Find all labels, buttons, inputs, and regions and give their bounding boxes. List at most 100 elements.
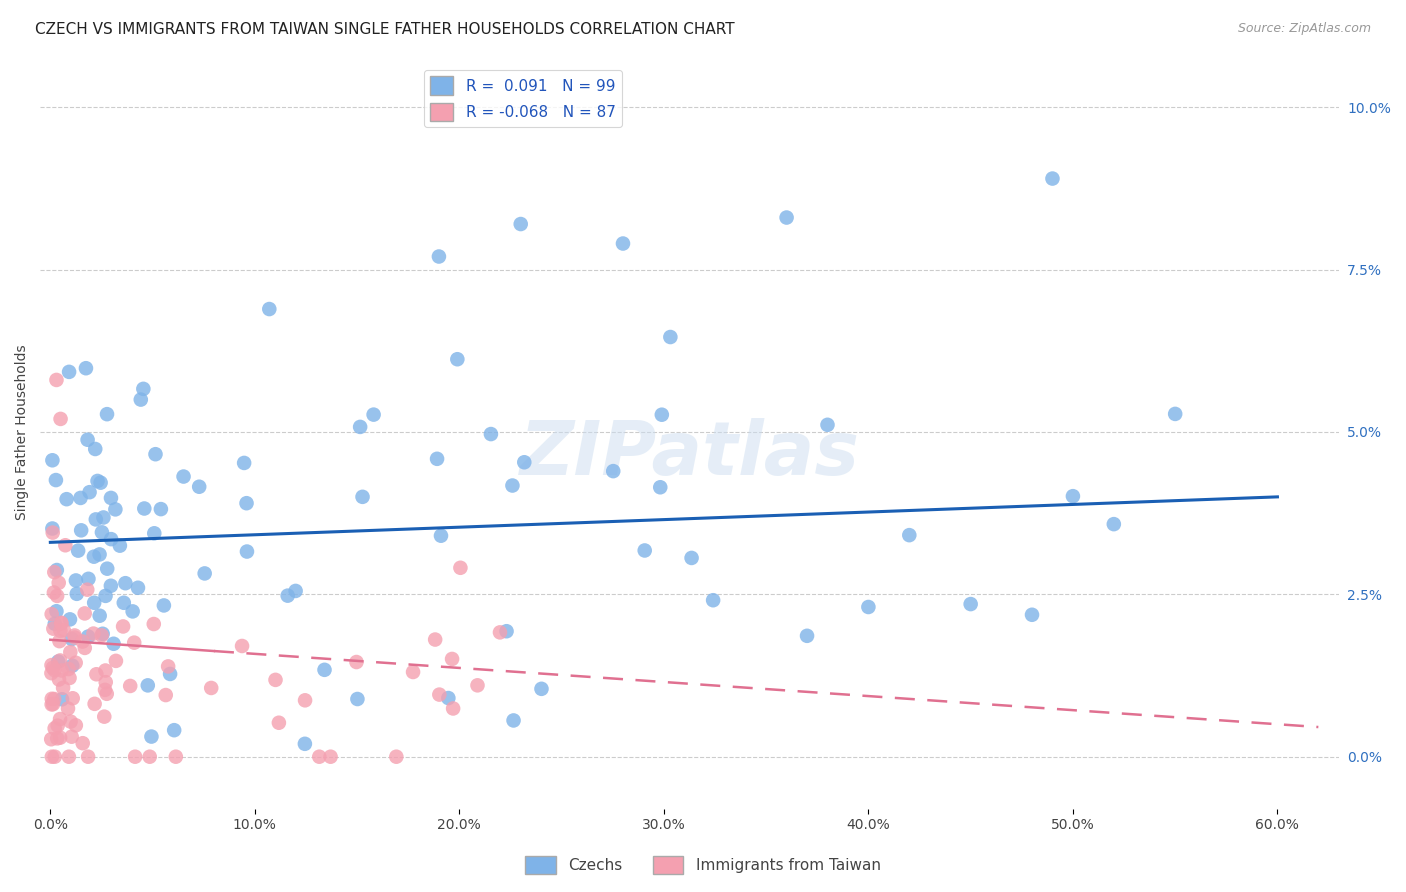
Point: [602, 464, 624, 478]
Point: [441, 701, 464, 715]
Point: [284, 583, 307, 598]
Point: [112, 596, 135, 610]
Point: [44, 616, 66, 631]
Point: [52, 681, 75, 695]
Point: [104, 502, 127, 516]
Point: [145, 447, 167, 461]
Point: [76, 582, 98, 597]
Point: [858, 599, 880, 614]
Point: [86, 474, 108, 488]
Point: [90, 628, 112, 642]
Point: [264, 673, 287, 687]
Point: [44, 692, 66, 706]
Point: [72, 736, 94, 750]
Point: [41, 522, 63, 536]
Point: [149, 502, 172, 516]
Point: [1042, 171, 1064, 186]
Point: [441, 652, 464, 666]
Point: [437, 691, 460, 706]
Point: [898, 528, 921, 542]
Point: [65, 574, 87, 588]
Point: [83, 549, 105, 564]
Point: [51, 664, 73, 678]
Point: [427, 688, 450, 702]
Point: [124, 749, 146, 764]
Point: [56, 701, 79, 715]
Point: [59, 714, 82, 729]
Point: [122, 635, 145, 649]
Point: [294, 693, 316, 707]
Point: [76, 433, 98, 447]
Point: [77, 630, 100, 644]
Point: [96, 407, 118, 421]
Point: [90, 475, 112, 490]
Point: [41, 453, 63, 467]
Point: [49, 624, 72, 638]
Point: [267, 715, 290, 730]
Point: [236, 544, 259, 558]
Point: [42, 697, 65, 711]
Point: [58, 365, 80, 379]
Point: [1062, 489, 1084, 503]
Point: [46, 731, 69, 746]
Point: [52, 623, 75, 637]
Point: [231, 639, 253, 653]
Point: [467, 678, 489, 692]
Point: [702, 593, 724, 607]
Point: [651, 408, 673, 422]
Point: [121, 604, 143, 618]
Point: [612, 236, 634, 251]
Text: CZECH VS IMMIGRANTS FROM TAIWAN SINGLE FATHER HOUSEHOLDS CORRELATION CHART: CZECH VS IMMIGRANTS FROM TAIWAN SINGLE F…: [35, 22, 735, 37]
Point: [155, 688, 177, 702]
Point: [45, 563, 67, 577]
Point: [775, 211, 797, 225]
Point: [90, 525, 112, 540]
Point: [41, 691, 63, 706]
Point: [83, 697, 105, 711]
Point: [59, 612, 82, 626]
Point: [141, 730, 163, 744]
Point: [83, 596, 105, 610]
Text: Source: ZipAtlas.com: Source: ZipAtlas.com: [1237, 22, 1371, 36]
Point: [79, 485, 101, 500]
Point: [94, 664, 117, 678]
Point: [48, 575, 70, 590]
Point: [46, 718, 69, 732]
Point: [235, 496, 257, 510]
Point: [44, 749, 66, 764]
Point: [45, 604, 67, 618]
Point: [100, 491, 122, 505]
Point: [385, 749, 408, 764]
Point: [402, 665, 425, 679]
Legend: R =  0.091   N = 99, R = -0.068   N = 87: R = 0.091 N = 99, R = -0.068 N = 87: [425, 70, 621, 128]
Point: [103, 637, 125, 651]
Point: [449, 561, 471, 575]
Point: [136, 678, 159, 692]
Point: [489, 625, 512, 640]
Point: [530, 681, 553, 696]
Point: [41, 698, 63, 712]
Point: [165, 749, 187, 764]
Point: [91, 627, 114, 641]
Point: [77, 749, 100, 764]
Point: [44, 565, 66, 579]
Point: [94, 589, 117, 603]
Point: [100, 579, 122, 593]
Point: [58, 749, 80, 764]
Point: [233, 456, 256, 470]
Point: [634, 543, 657, 558]
Point: [132, 382, 155, 396]
Point: [446, 352, 468, 367]
Point: [426, 451, 449, 466]
Point: [114, 576, 136, 591]
Point: [49, 712, 72, 726]
Point: [73, 607, 96, 621]
Point: [163, 723, 186, 738]
Point: [44, 722, 66, 736]
Point: [427, 250, 450, 264]
Point: [51, 616, 73, 631]
Point: [89, 608, 111, 623]
Point: [314, 663, 336, 677]
Point: [112, 619, 135, 633]
Point: [173, 469, 195, 483]
